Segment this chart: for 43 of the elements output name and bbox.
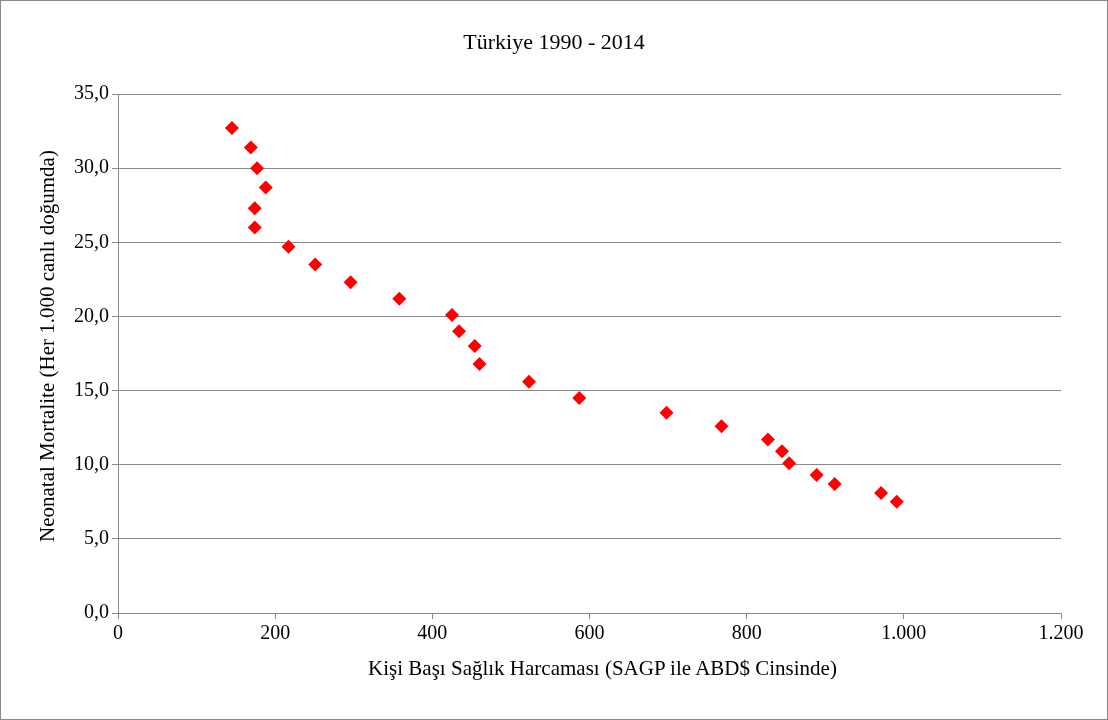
- y-tick-label: 35,0: [74, 81, 109, 104]
- point: [258, 180, 273, 195]
- y-tick-label: 10,0: [74, 451, 109, 474]
- point: [659, 405, 674, 420]
- x-tick-label: 400: [417, 621, 448, 644]
- point: [782, 456, 797, 471]
- point: [281, 239, 296, 254]
- point: [760, 432, 775, 447]
- point: [243, 140, 258, 155]
- chart-title: Türkiye 1990 - 2014: [462, 29, 646, 55]
- x-tick-label: 800: [731, 621, 762, 644]
- x-tick-label: 600: [574, 621, 605, 644]
- x-tick-label: 200: [260, 621, 291, 644]
- point: [247, 201, 262, 216]
- point: [247, 220, 262, 235]
- x-tick-label: 0: [113, 621, 123, 644]
- x-tick-label: 1.200: [1038, 621, 1084, 644]
- x-axis-title: Kişi Başı Sağlık Harcaması (SAGP ile ABD$ Cinsinde): [367, 656, 838, 681]
- point: [392, 291, 407, 306]
- point: [809, 468, 824, 483]
- y-tick-label: 0,0: [84, 600, 109, 623]
- point: [874, 485, 889, 500]
- point: [343, 275, 358, 290]
- point: [572, 390, 587, 405]
- y-tick-label: 5,0: [84, 526, 109, 549]
- point: [444, 307, 459, 322]
- point: [472, 356, 487, 371]
- y-tick-label: 30,0: [74, 155, 109, 178]
- point: [224, 121, 239, 136]
- point: [521, 374, 536, 389]
- y-tick-label: 20,0: [74, 303, 109, 326]
- point: [308, 257, 323, 272]
- point: [775, 444, 790, 459]
- y-tick-label: 25,0: [74, 229, 109, 252]
- point: [827, 476, 842, 491]
- point: [250, 161, 265, 176]
- x-tick-label: 1.000: [881, 621, 927, 644]
- point: [714, 419, 729, 434]
- point: [467, 339, 482, 354]
- y-tick-label: 15,0: [74, 377, 109, 400]
- point: [452, 324, 467, 339]
- point: [889, 494, 904, 509]
- y-axis-title: Neonatal Mortalite (Her 1.000 canlı doğumda): [34, 150, 60, 542]
